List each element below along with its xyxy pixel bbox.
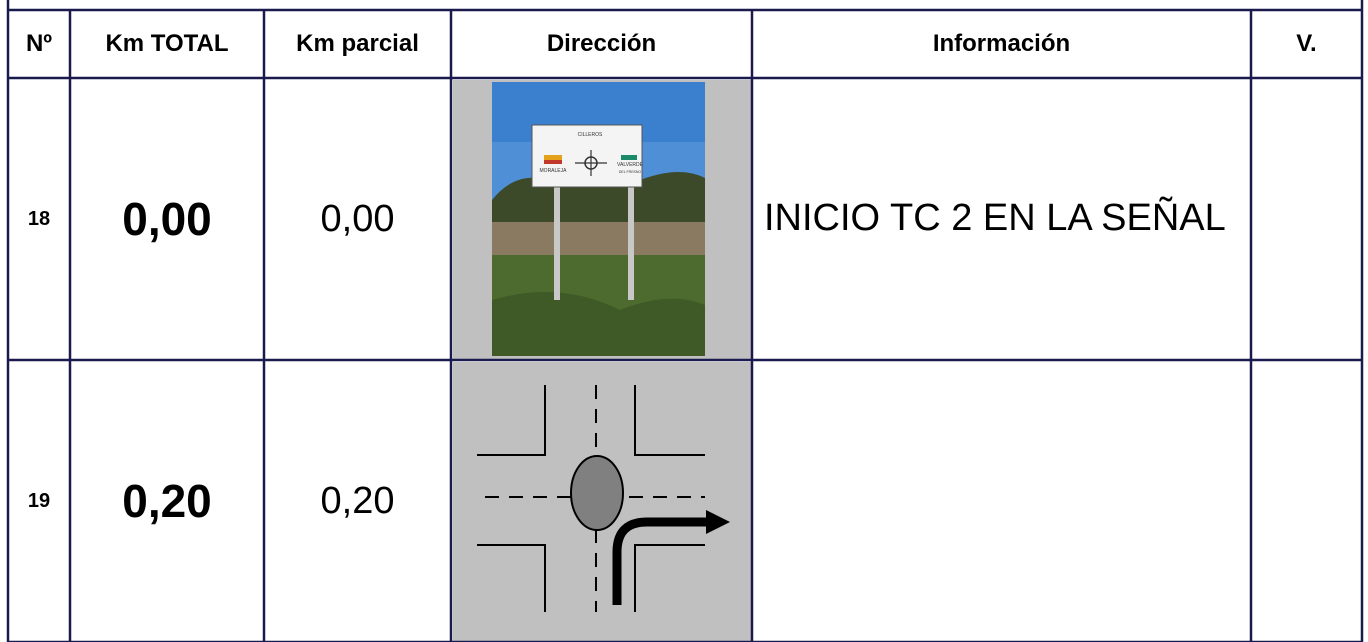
km-total: 0,00 <box>122 193 212 245</box>
row-number: 19 <box>27 489 51 512</box>
header-cell: Dirección <box>546 30 657 57</box>
km-partial: 0,00 <box>320 197 395 240</box>
header-cell: V. <box>1296 30 1317 57</box>
sign-left: MORALEJA <box>540 168 568 174</box>
information: INICIO TC 2 EN LA SEÑAL <box>764 197 1226 240</box>
sign-place: CILLEROS <box>578 132 603 138</box>
row-number: 18 <box>27 207 51 230</box>
junction-diagram <box>477 385 730 612</box>
header-cell: Km TOTAL <box>105 30 229 57</box>
sign-right: VALVERDE <box>617 162 644 168</box>
header-cell: Km parcial <box>296 30 419 57</box>
header-cell: Nº <box>25 30 53 57</box>
km-total: 0,20 <box>122 475 212 527</box>
km-partial: 0,20 <box>320 479 395 522</box>
photo: CILLEROS MORALEJA VALVERDE DEL FRESNO <box>492 82 705 356</box>
table-borders <box>6 0 1364 642</box>
header-cell: Información <box>932 30 1071 57</box>
sign-right: DEL FRESNO <box>619 170 642 174</box>
